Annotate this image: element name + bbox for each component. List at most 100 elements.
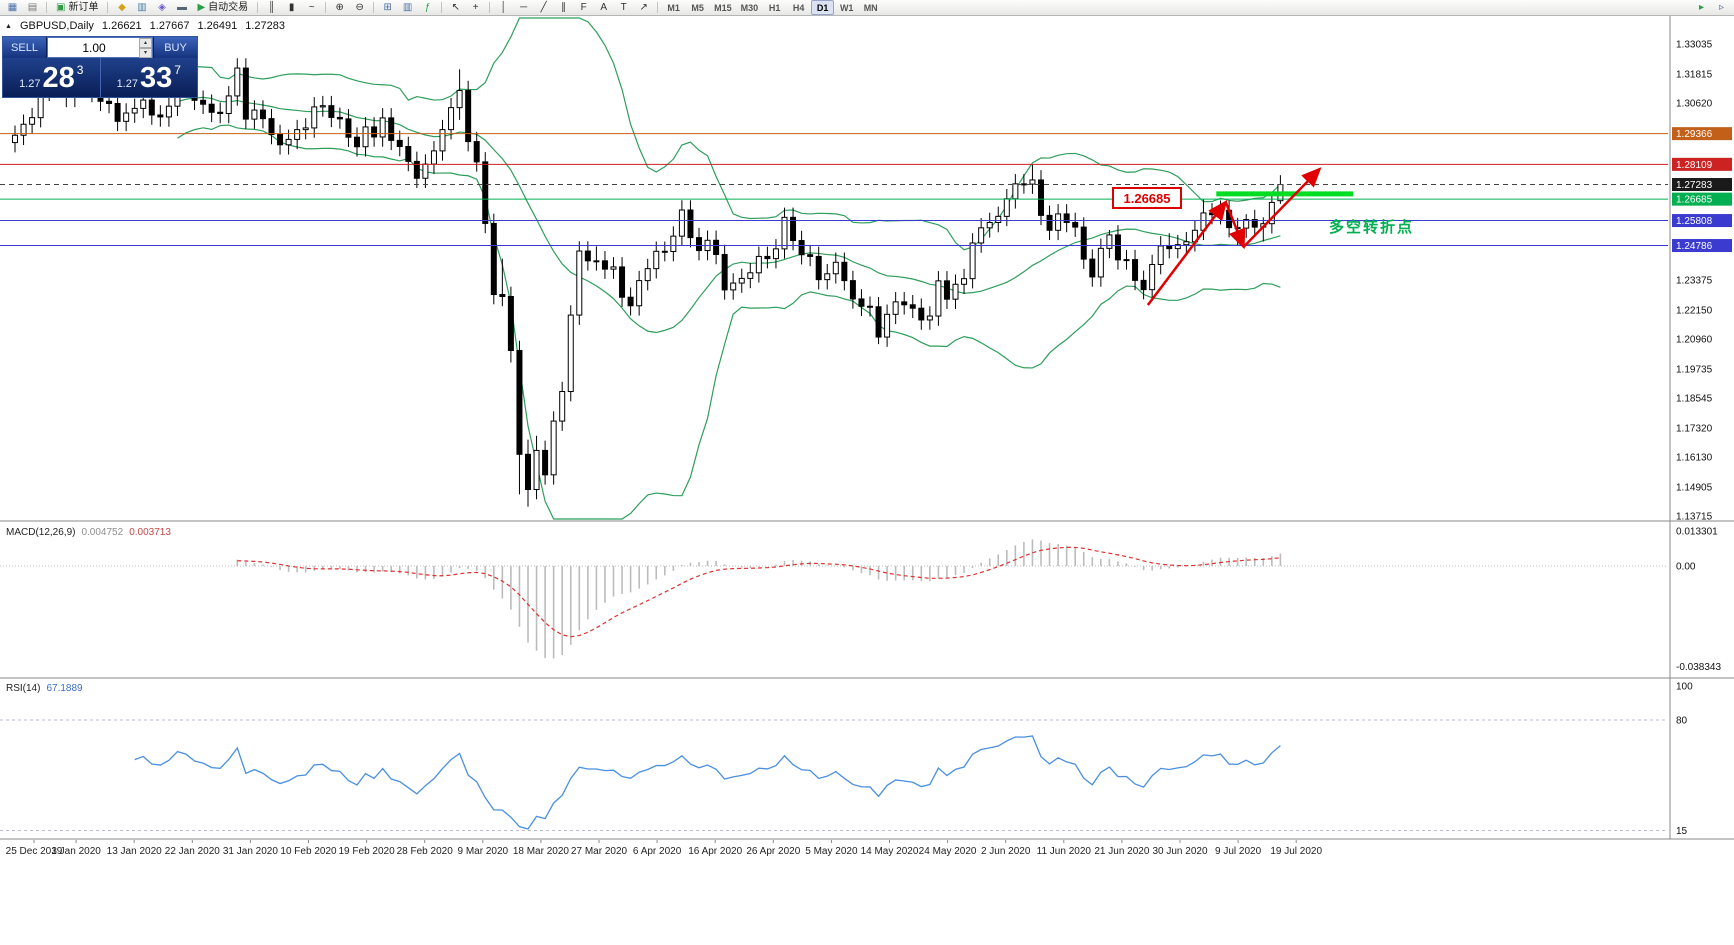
new-order-button[interactable]: ▣ 新订单 (51, 0, 103, 15)
timeframe-m30-label: M30 (740, 2, 759, 13)
svg-text:1.29366: 1.29366 (1676, 129, 1713, 140)
toolbar-separator (257, 2, 259, 13)
volume-stepper: ▴ ▾ (139, 38, 152, 58)
svg-text:1.28109: 1.28109 (1676, 160, 1713, 171)
sell-price-display[interactable]: 1.27 28 3 (3, 58, 100, 97)
autotrading-button[interactable]: ▶ 自动交易 (192, 0, 253, 15)
svg-text:1.19735: 1.19735 (1676, 364, 1713, 375)
timeframe-d1[interactable]: D1 (811, 0, 835, 15)
indicators-list-icon[interactable]: ƒ (424, 1, 431, 13)
svg-text:1.30620: 1.30620 (1676, 99, 1713, 110)
data-window-icon[interactable]: ▥ (137, 1, 147, 13)
buy-button[interactable]: BUY (153, 37, 197, 58)
candlestick-chart-icon[interactable]: ▮ (288, 1, 295, 13)
volume-up-button[interactable]: ▴ (139, 38, 152, 48)
profiles-icon[interactable]: ▤ (27, 1, 38, 13)
toolbar: ▦ ▤ ▣ 新订单 ◆ ▥ ◈ ▬ ▶ 自动交易 ║ ▮ ~ ⊕ ⊖ ⊞ ▥ ƒ ↖ + │ ─ ╱ ∥ F A T ↗ M1 M5 M15… (0, 0, 1734, 16)
ohlc-close: 1.27283 (245, 20, 285, 32)
zoom-out-icon[interactable]: ⊖ (355, 1, 364, 13)
toolbar-separator (373, 2, 375, 13)
svg-text:9 Jul 2020: 9 Jul 2020 (1215, 846, 1262, 857)
svg-text:6 Apr 2020: 6 Apr 2020 (633, 846, 682, 857)
chart-autoscroll-icon[interactable]: ▸ (1698, 1, 1705, 13)
auto-arrange-icon[interactable]: ▥ (402, 1, 413, 13)
timeframe-mn[interactable]: MN (859, 0, 882, 15)
svg-text:19 Jul 2020: 19 Jul 2020 (1270, 846, 1322, 857)
ask-point: 7 (174, 63, 181, 77)
timeframe-m1[interactable]: M1 (662, 0, 685, 15)
svg-text:19 Feb 2020: 19 Feb 2020 (339, 846, 396, 857)
bid-prefix: 1.27 (19, 78, 41, 90)
horizontal-line-icon[interactable]: ─ (520, 1, 528, 13)
label-tool-icon[interactable]: T (620, 1, 627, 13)
macd-name: MACD(12,26,9) (6, 527, 76, 538)
svg-text:11 Jun 2020: 11 Jun 2020 (1037, 846, 1092, 857)
terminal-icon[interactable]: ▬ (176, 1, 187, 13)
rsi-label: RSI(14) 67.1889 (6, 683, 83, 694)
chart-shift-icon[interactable]: ▹ (1718, 1, 1725, 13)
rsi-value: 67.1889 (46, 683, 83, 694)
timeframe-w1[interactable]: W1 (835, 0, 858, 15)
tile-windows-icon[interactable]: ⊞ (383, 1, 392, 13)
timeframe-m5-label: M5 (691, 2, 704, 13)
text-tool-icon[interactable]: A (600, 1, 607, 13)
buy-price-display[interactable]: 1.27 33 7 (101, 58, 198, 97)
fibonacci-icon[interactable]: F (580, 1, 587, 13)
timeframe-h4[interactable]: H4 (787, 0, 810, 15)
price-annotation-label[interactable]: 1.26685 (1112, 187, 1182, 209)
svg-text:1.13715: 1.13715 (1676, 512, 1713, 523)
svg-text:31 Jan 2020: 31 Jan 2020 (223, 846, 278, 857)
svg-text:1.26685: 1.26685 (1676, 195, 1713, 206)
turning-point-note[interactable]: 多空转折点 (1329, 219, 1415, 236)
svg-text:15: 15 (1676, 826, 1688, 837)
navigator-icon[interactable]: ◈ (158, 1, 166, 13)
cursor-icon[interactable]: ↖ (451, 1, 460, 13)
volume-down-button[interactable]: ▾ (139, 48, 152, 58)
timeframe-m15[interactable]: M15 (710, 0, 736, 15)
timeframe-m30[interactable]: M30 (737, 0, 763, 15)
macd-value-main: 0.004752 (81, 527, 124, 538)
line-chart-icon[interactable]: ~ (308, 1, 315, 13)
timeframe-h1-label: H1 (768, 2, 781, 13)
ohlc-open: 1.26621 (101, 20, 142, 32)
svg-text:14 May 2020: 14 May 2020 (861, 846, 919, 857)
vertical-line-icon[interactable]: │ (500, 1, 507, 13)
toolbar-separator (441, 2, 443, 13)
trendline-icon[interactable]: ╱ (540, 1, 547, 13)
volume-box: ▴ ▾ (47, 37, 153, 58)
timeframe-m1-label: M1 (667, 2, 680, 13)
timeframe-w1-label: W1 (839, 2, 854, 13)
toolbar-separator (489, 2, 491, 13)
svg-text:1.33035: 1.33035 (1676, 40, 1713, 51)
svg-text:1.27283: 1.27283 (1676, 180, 1713, 191)
new-chart-icon[interactable]: ▦ (7, 1, 18, 13)
channel-icon[interactable]: ∥ (561, 1, 567, 13)
svg-text:1.16130: 1.16130 (1676, 453, 1713, 464)
crosshair-icon[interactable]: + (472, 1, 479, 13)
bar-chart-icon[interactable]: ║ (268, 1, 276, 13)
svg-text:30 Jun 2020: 30 Jun 2020 (1152, 846, 1207, 857)
timeframe-h1[interactable]: H1 (763, 0, 786, 15)
new-order-button-label: 新订单 (68, 1, 99, 13)
ask-pips: 33 (139, 61, 173, 94)
sell-button[interactable]: SELL (3, 37, 47, 58)
toolbar-separator (325, 2, 327, 13)
svg-text:18 Mar 2020: 18 Mar 2020 (513, 846, 570, 857)
svg-text:1.18545: 1.18545 (1676, 394, 1713, 405)
zoom-in-icon[interactable]: ⊕ (335, 1, 344, 13)
svg-text:1.22150: 1.22150 (1676, 305, 1713, 316)
svg-text:0.00: 0.00 (1676, 562, 1696, 573)
timeframe-m5[interactable]: M5 (686, 0, 709, 15)
market-watch-icon[interactable]: ◆ (118, 1, 126, 13)
svg-text:1.31815: 1.31815 (1676, 69, 1713, 80)
volume-input[interactable] (48, 38, 152, 57)
chart-header: ▲ GBPUSD,Daily 1.26621 1.27667 1.26491 1… (5, 20, 285, 32)
toolbar-separator (107, 2, 109, 13)
bid-pips: 28 (42, 61, 75, 94)
svg-text:0.013301: 0.013301 (1676, 527, 1718, 538)
arrows-tool-icon[interactable]: ↗ (639, 1, 648, 13)
svg-text:1.17320: 1.17320 (1676, 423, 1713, 434)
svg-text:24 May 2020: 24 May 2020 (919, 846, 977, 857)
